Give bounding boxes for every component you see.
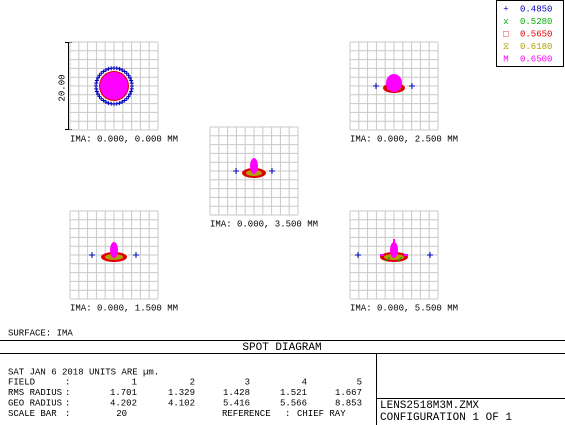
legend-symbol: x [503,17,508,27]
legend-label: 0.5650 [520,29,552,39]
spot [99,96,104,101]
configuration: CONFIGURATION 1 OF 1 [380,412,512,424]
spot [124,71,129,76]
field-label: IMA: 0.000, 2.500 MM [350,134,458,144]
spot [120,67,125,72]
spot [128,92,133,97]
legend-label: 0.4850 [520,4,552,14]
spot [95,75,100,80]
row-value: 1.521 [280,388,307,398]
spot [250,158,258,174]
spot [126,94,131,99]
legend-symbol: M [503,54,508,64]
spot [386,74,402,92]
spot [390,242,398,258]
row-value: 1.329 [168,388,195,398]
spot [373,83,379,89]
row-value: 5 [357,377,362,387]
spot [128,75,133,80]
legend-label: 0.5280 [520,17,552,27]
spot [100,72,128,100]
row-sep: : [285,409,290,419]
spot [124,96,129,101]
spot [126,73,131,78]
row-value: 1.701 [110,388,137,398]
spot [122,98,127,103]
spot [101,98,106,103]
field-label: IMA: 0.000, 5.500 MM [350,303,458,313]
spot [122,69,127,74]
row-sep: : [65,409,70,419]
spot [129,78,134,83]
row-value: 1.667 [335,388,362,398]
spot [101,69,106,74]
row-value: 5.416 [223,398,250,408]
field-label: IMA: 0.000, 1.500 MM [70,303,178,313]
row-sep: : [65,388,70,398]
legend-symbol: + [503,4,508,14]
surface-label: SURFACE: IMA [8,328,73,338]
row-value: 4.102 [168,398,195,408]
spot [94,89,99,94]
row-value: 2 [190,377,195,387]
spot [114,66,119,71]
spot [409,83,415,89]
row-label: REFERENCE [222,409,271,419]
row-value: 4 [302,377,307,387]
spot [427,252,433,258]
legend-symbol: ⧖ [503,42,509,52]
spot [380,239,408,256]
title: SPOT DIAGRAM [242,342,321,354]
legend-label: 0.6180 [520,42,552,52]
field-label: IMA: 0.000, 0.000 MM [70,134,178,144]
spot [133,252,139,258]
legend-symbol: □ [503,29,509,39]
file-name: LENS2518M3M.ZMX [380,400,479,412]
row-value: 8.853 [335,398,362,408]
date-line: SAT JAN 6 2018 UNITS ARE µm. [8,367,159,377]
row-value: 5.566 [280,398,307,408]
spot [117,101,122,106]
row-value: CHIEF RAY [297,409,346,419]
row-sep: : [65,398,70,408]
spot [120,100,125,105]
spot [110,242,118,258]
spot [97,73,102,78]
row-sep: : [65,377,70,387]
row-value: 20 [116,409,127,419]
spot [233,168,239,174]
legend-label: 0.6500 [520,54,552,64]
spot [109,101,114,106]
row-value: 4.202 [110,398,137,408]
spot [94,78,99,83]
spot [269,168,275,174]
spot [97,94,102,99]
spot [89,252,95,258]
spot [129,81,134,86]
spot [94,81,99,86]
spot [129,89,134,94]
legend-box [496,0,564,67]
spot [129,86,134,91]
spot [106,101,111,106]
scale-label: 20.00 [57,74,67,101]
row-label: SCALE BAR [8,409,57,419]
spot [95,92,100,97]
spot [355,252,361,258]
row-value: 1 [132,377,137,387]
spot [106,66,111,71]
row-label: FIELD [8,377,35,387]
field-label: IMA: 0.000, 3.500 MM [210,219,318,229]
row-label: GEO RADIUS [8,398,62,408]
spot [385,256,403,262]
row-label: RMS RADIUS [8,388,62,398]
row-value: 3 [245,377,250,387]
spot [117,66,122,71]
row-value: 1.428 [223,388,250,398]
spot [103,100,108,105]
spot [99,71,104,76]
spot [103,67,108,72]
